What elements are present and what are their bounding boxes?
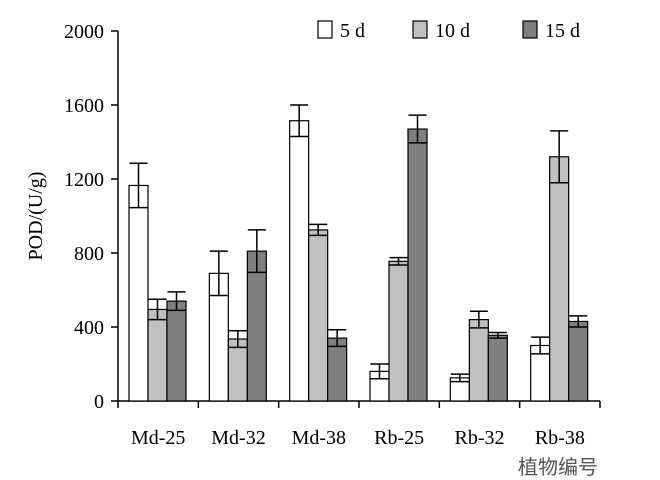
bar-md-25-10d	[147, 308, 168, 402]
y-tick-label: 2000	[64, 21, 104, 43]
legend: 5 d 10 d 15 d	[317, 20, 580, 42]
y-tick-label: 800	[74, 243, 104, 265]
legend-swatch	[412, 20, 428, 39]
labels-group: Md-25 Md-32 Md-38 Rb-25 Rb-32 Rb-38 POD/(U/g) 植…	[25, 172, 598, 479]
y-tick-label: 400	[74, 317, 104, 339]
y-tick-label: 1600	[64, 95, 104, 117]
bar-rb-32-15d	[487, 334, 508, 402]
bar-md-38-15d	[327, 337, 348, 402]
category-label: Rb-25	[374, 427, 424, 449]
category-label: Rb-38	[535, 427, 585, 449]
category-label: Rb-32	[455, 427, 505, 449]
bar-md-25-15d	[166, 300, 187, 402]
bars-group	[128, 120, 589, 402]
legend-label: 5 d	[340, 20, 365, 42]
error-bars-group	[129, 104, 588, 383]
category-label: Md-38	[292, 427, 346, 449]
legend-swatch	[522, 20, 538, 39]
bar-rb-38-15d	[568, 320, 589, 402]
category-label: Md-25	[131, 427, 185, 449]
bar-md-32-10d	[227, 338, 248, 402]
y-tick-label: 0	[94, 391, 104, 413]
bar-rb-25-10d	[388, 260, 409, 402]
legend-swatch	[317, 20, 333, 39]
bar-rb-25-15d	[407, 128, 428, 402]
bar-rb-38-10d	[549, 156, 570, 402]
y-tick-label: 1200	[64, 169, 104, 191]
legend-label: 15 d	[545, 20, 580, 42]
bar-md-25-5d	[128, 184, 149, 402]
y-axis-title: POD/(U/g)	[25, 172, 47, 261]
x-axis-title: 植物编号	[518, 455, 598, 479]
bar-md-38-10d	[308, 229, 329, 402]
legend-label: 10 d	[435, 20, 470, 42]
axes: 0 400 800 1200 1600 2000	[64, 21, 601, 413]
bar-rb-32-10d	[468, 319, 489, 402]
bar-md-32-15d	[246, 250, 267, 402]
bar-md-38-5d	[289, 120, 310, 402]
category-label: Md-32	[211, 427, 265, 449]
